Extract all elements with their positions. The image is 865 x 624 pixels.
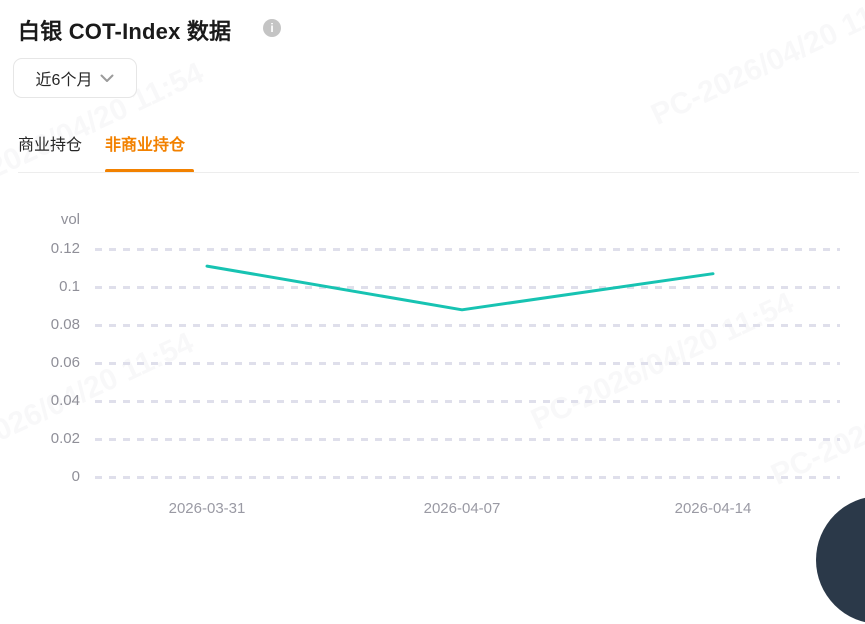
gridline bbox=[95, 438, 840, 441]
y-tick-label: 0.04 bbox=[50, 392, 80, 409]
y-tick-label: 0.02 bbox=[50, 430, 80, 447]
watermark: PC-2026/04/20 11:54 bbox=[646, 0, 865, 132]
y-tick-label: 0.1 bbox=[59, 278, 80, 295]
y-axis-title: vol bbox=[60, 211, 80, 228]
y-tick-label: 0.06 bbox=[50, 354, 80, 371]
gridline bbox=[95, 400, 840, 403]
page-title: 白银 COT-Index 数据 bbox=[18, 19, 232, 44]
gridline bbox=[95, 476, 840, 479]
y-tick-label: 0.08 bbox=[50, 316, 80, 333]
tabs-divider bbox=[18, 172, 859, 173]
chevron-down-icon bbox=[100, 74, 114, 82]
gridline bbox=[95, 248, 840, 251]
active-tab-indicator bbox=[105, 169, 194, 173]
tab-noncommercial-positions[interactable]: 非商业持仓 bbox=[105, 137, 186, 154]
floating-action-button[interactable] bbox=[816, 496, 865, 624]
x-tick-label: 2026-03-31 bbox=[168, 500, 246, 517]
date-range-label: 近6个月 bbox=[35, 72, 93, 89]
gridline bbox=[95, 286, 840, 289]
date-range-dropdown[interactable]: 近6个月 bbox=[13, 58, 137, 98]
tab-commercial-positions[interactable]: 商业持仓 bbox=[18, 137, 83, 154]
gridline bbox=[95, 324, 840, 327]
info-icon[interactable]: i bbox=[263, 19, 281, 37]
y-tick-label: 0 bbox=[71, 468, 80, 485]
y-tick-label: 0.12 bbox=[50, 240, 80, 257]
x-tick-label: 2026-04-07 bbox=[423, 500, 501, 517]
x-tick-label: 2026-04-14 bbox=[674, 500, 752, 517]
gridline bbox=[95, 362, 840, 365]
